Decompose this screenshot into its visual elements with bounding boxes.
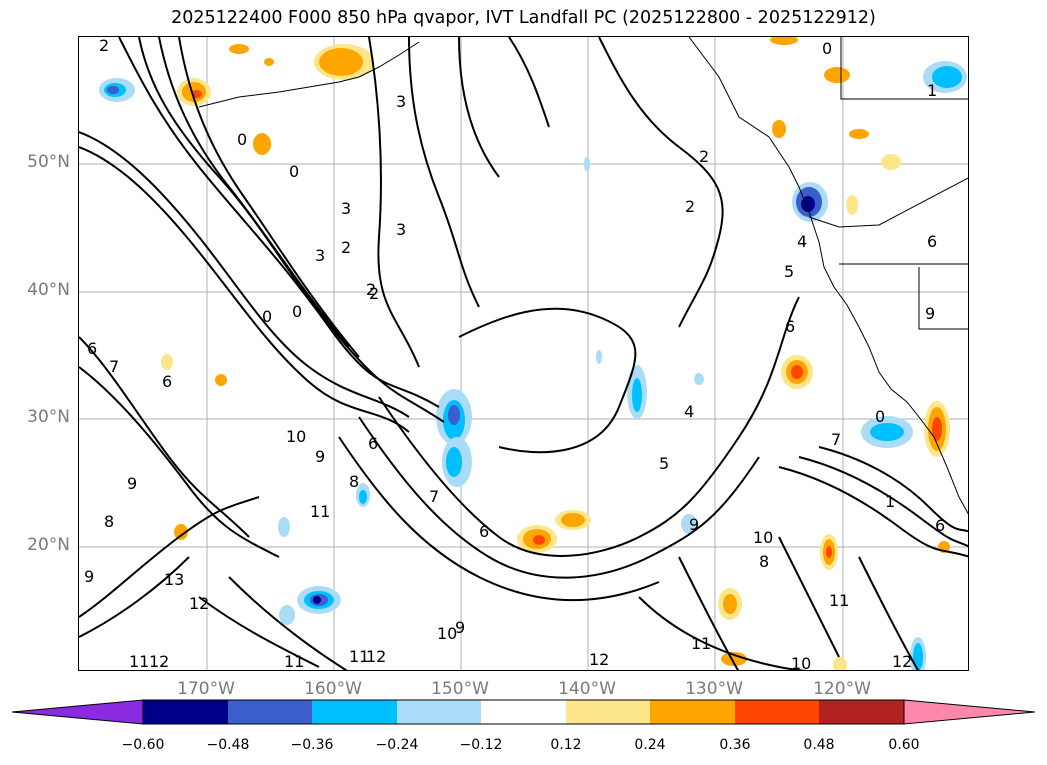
colorbar-tick: 0.36 — [719, 737, 751, 753]
contour-label: 7 — [429, 487, 439, 506]
contour-label: 0 — [237, 130, 247, 149]
contour-label: 12 — [149, 652, 169, 671]
contour-label: 11 — [284, 652, 304, 671]
contour-label: 4 — [797, 232, 807, 251]
contour-label: 9 — [127, 474, 137, 493]
contour-label: 11 — [349, 647, 369, 666]
lon-label-170w: 170°W — [177, 679, 235, 699]
map-svg: 2 3 0 1 0 0 3 3 2 3 2 0 0 6 6 7 9 10 11 … — [79, 37, 968, 671]
contour-label: 6 — [785, 317, 795, 336]
contour-label: 0 — [262, 307, 272, 326]
contour-label: 2 — [341, 238, 351, 257]
lon-label-160w: 160°W — [304, 679, 362, 699]
contour-label: 10 — [753, 528, 773, 547]
colorbar-segment — [566, 700, 650, 724]
lat-label-20n: 20°N — [27, 535, 70, 555]
lat-label-40n: 40°N — [27, 280, 70, 300]
contour-label: 9 — [84, 567, 94, 586]
contour-label: 12 — [366, 647, 386, 666]
contour-label: 12 — [189, 594, 209, 613]
contour-label: 8 — [349, 472, 359, 491]
colorbar — [11, 699, 1036, 725]
colorbar-segments — [11, 699, 1036, 725]
contour-label: 0 — [289, 162, 299, 181]
lat-label-50n: 50°N — [27, 152, 70, 172]
coastlines — [198, 37, 968, 515]
contour-label: 6 — [368, 434, 378, 453]
colorbar-segment — [650, 700, 735, 724]
contour-label: 2 — [366, 280, 376, 299]
contour-label: 6 — [927, 232, 937, 251]
contour-label: 3 — [396, 92, 406, 111]
contour-label: 2 — [99, 37, 109, 55]
lon-label-150w: 150°W — [431, 679, 489, 699]
contour-label: 10 — [286, 427, 306, 446]
colorbar-tick: −0.24 — [375, 737, 419, 753]
contour-label: 6 — [162, 372, 172, 391]
contour-label: 11 — [310, 502, 330, 521]
contour-label: 10 — [791, 654, 811, 671]
lon-label-130w: 130°W — [685, 679, 743, 699]
contour-label: 12 — [892, 652, 912, 671]
contour-label: 2 — [685, 197, 695, 216]
contour-label: 9 — [689, 515, 699, 534]
contour-label: 1 — [885, 492, 895, 511]
contour-label: 3 — [315, 246, 325, 265]
colorbar-tick: 0.48 — [803, 737, 835, 753]
graticule — [79, 37, 968, 670]
lon-label-140w: 140°W — [558, 679, 616, 699]
colorbar-segment — [143, 700, 228, 724]
colorbar-extend-max — [903, 699, 1036, 725]
colorbar-tick: 0.12 — [550, 737, 582, 753]
contour-label: 1 — [927, 81, 937, 100]
contour-label: 0 — [875, 407, 885, 426]
contour-label: 5 — [659, 454, 669, 473]
colorbar-tick: −0.48 — [206, 737, 250, 753]
contour-label: 8 — [104, 512, 114, 531]
contour-label: 13 — [164, 570, 184, 589]
colorbar-tick: −0.60 — [121, 737, 165, 753]
colorbar-segment — [228, 700, 312, 724]
contour-label: 7 — [831, 430, 841, 449]
colorbar-extend-min — [11, 699, 144, 725]
contour-label: 2 — [369, 284, 379, 303]
colorbar-tick: 0.24 — [634, 737, 666, 753]
contour-label: 12 — [589, 650, 609, 669]
contour-label-group: 2 3 0 1 0 0 3 3 2 3 2 0 0 6 6 7 9 10 11 … — [84, 37, 945, 671]
contour-label: 5 — [784, 262, 794, 281]
lon-label-120w: 120°W — [813, 679, 871, 699]
contour-label: 6 — [479, 522, 489, 541]
contour-label: 3 — [341, 199, 351, 218]
contour-label: 2 — [699, 147, 709, 166]
colorbar-tick: −0.36 — [290, 737, 334, 753]
colorbar-outline — [142, 699, 905, 725]
map-panel[interactable]: 2 3 0 1 0 0 3 3 2 3 2 0 0 6 6 7 9 10 11 … — [78, 36, 969, 671]
contour-label: 6 — [935, 516, 945, 535]
colorbar-segment — [735, 700, 819, 724]
contour-label: 10 — [437, 624, 457, 643]
contour-label: 3 — [396, 220, 406, 239]
contour-label: 7 — [109, 357, 119, 376]
contour-label: 0 — [822, 39, 832, 58]
contour-label: 6 — [87, 339, 97, 358]
contour-label: 4 — [684, 402, 694, 421]
contour-label: 11 — [129, 652, 149, 671]
map-title: 2025122400 F000 850 hPa qvapor, IVT Land… — [171, 8, 876, 28]
colorbar-tick: −0.12 — [459, 737, 503, 753]
contour-lines — [79, 37, 968, 670]
colorbar-tick: 0.60 — [888, 737, 920, 753]
contour-label: 9 — [455, 618, 465, 637]
shaded-anomalies — [99, 37, 967, 670]
contour-label: 9 — [925, 304, 935, 323]
colorbar-segment — [312, 700, 397, 724]
lat-label-30n: 30°N — [27, 407, 70, 427]
contour-label: 9 — [315, 447, 325, 466]
contour-label: 11 — [829, 591, 849, 610]
colorbar-segment — [481, 700, 566, 724]
contour-label: 0 — [292, 302, 302, 321]
colorbar-segment — [819, 700, 904, 724]
colorbar-segment — [397, 700, 481, 724]
contour-label: 8 — [759, 552, 769, 571]
contour-label: 11 — [691, 634, 711, 653]
